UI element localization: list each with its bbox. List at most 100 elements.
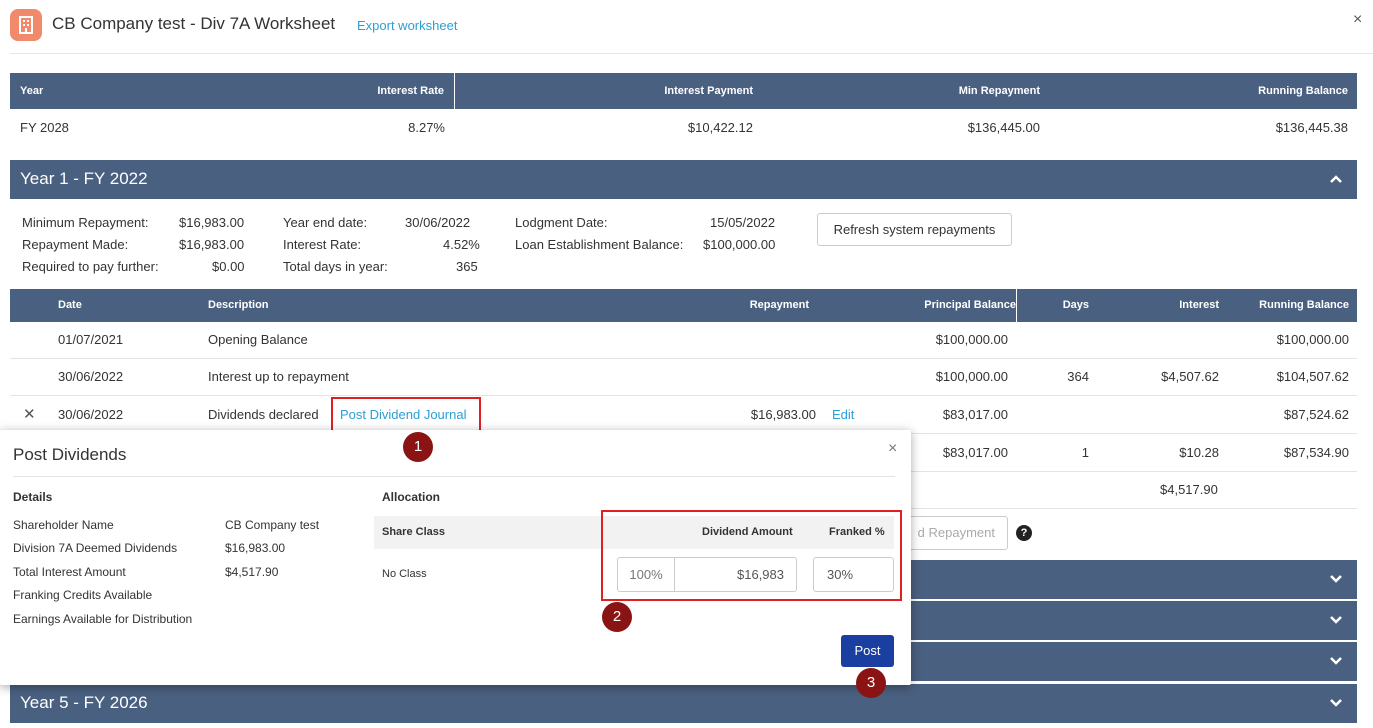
total-days-label: Total days in year: xyxy=(283,259,388,274)
cell-interest-payment: $10,422.12 xyxy=(687,120,753,135)
cell-running: $87,524.62 xyxy=(1283,407,1349,422)
detail-value: $16,983.00 xyxy=(225,541,286,555)
year-5-section-header[interactable]: Year 5 - FY 2026 xyxy=(10,684,1357,723)
chevron-up-icon[interactable] xyxy=(1329,172,1343,186)
cell-days: 364 xyxy=(1067,369,1089,384)
page-title: CB Company test - Div 7A Worksheet xyxy=(52,14,336,33)
col-running-balance: Running Balance xyxy=(1258,85,1348,97)
chevron-down-icon[interactable] xyxy=(1329,654,1343,668)
cell-min-repayment: $136,445.00 xyxy=(967,120,1040,135)
interest-rate-label: Interest Rate: xyxy=(283,237,362,252)
year-1-section-header[interactable]: Year 1 - FY 2022 xyxy=(10,160,1357,199)
export-worksheet-link[interactable]: Export worksheet xyxy=(357,18,458,33)
col-description: Description xyxy=(208,299,269,311)
dividend-amount-input[interactable]: 100% $16,983 xyxy=(617,557,797,592)
cell-description: Opening Balance xyxy=(208,332,308,347)
franked-percent-input[interactable]: 30% xyxy=(813,557,894,592)
repayment-made-value: $16,983.00 xyxy=(179,237,245,252)
cell-date: 30/06/2022 xyxy=(58,369,124,384)
cell-year: FY 2028 xyxy=(20,120,69,135)
share-class-cell: No Class xyxy=(382,568,427,580)
percent-addon: 100% xyxy=(618,558,675,591)
col-date: Date xyxy=(58,299,82,311)
column-divider xyxy=(454,73,455,109)
chevron-down-icon[interactable] xyxy=(1329,696,1343,710)
col-min-repayment: Min Repayment xyxy=(958,85,1040,97)
col-repayment: Repayment xyxy=(749,299,809,311)
table-row: ✕ 30/06/2022 Dividends declared $16,983.… xyxy=(10,396,1357,434)
cell-repayment: $16,983.00 xyxy=(750,407,816,422)
edit-link[interactable]: Edit xyxy=(832,407,855,422)
col-share-class: Share Class xyxy=(382,526,445,538)
detail-label: Franking Credits Available xyxy=(13,588,153,602)
loan-est-value: $100,000.00 xyxy=(703,237,776,252)
modal-divider xyxy=(13,476,895,477)
year-1-table-header: Date Description Repayment Principal Bal… xyxy=(10,289,1357,322)
franked-percent-value: 30% xyxy=(827,567,854,582)
table-row: FY 2028 8.27% $10,422.12 $136,445.00 $13… xyxy=(10,109,1357,145)
details-heading: Details xyxy=(13,490,53,504)
detail-label: Total Interest Amount xyxy=(13,565,126,579)
cell-running-balance: $136,445.38 xyxy=(1275,120,1348,135)
header-divider xyxy=(10,53,1373,54)
col-interest-payment: Interest Payment xyxy=(664,85,753,97)
interest-rate-value: 4.52% xyxy=(443,237,480,252)
cell-principal: $100,000.00 xyxy=(935,369,1008,384)
col-franked: Franked % xyxy=(829,526,885,538)
year-end-value: 30/06/2022 xyxy=(405,215,471,230)
total-interest: $4,517.90 xyxy=(1160,482,1218,497)
cell-principal: $83,017.00 xyxy=(942,445,1008,460)
col-days: Days xyxy=(1062,299,1089,311)
allocation-table-header xyxy=(374,516,894,549)
detail-label: Earnings Available for Distribution xyxy=(13,612,193,626)
repayment-made-label: Repayment Made: xyxy=(22,237,129,252)
post-button[interactable]: Post xyxy=(841,635,894,667)
cell-interest: $4,507.62 xyxy=(1161,369,1219,384)
cell-description: Interest up to repayment xyxy=(208,369,349,384)
dividend-amount-value: $16,983 xyxy=(737,567,784,582)
allocation-heading: Allocation xyxy=(382,490,441,504)
cell-principal: $83,017.00 xyxy=(942,407,1008,422)
section-title: Year 5 - FY 2026 xyxy=(20,693,148,712)
detail-value: CB Company test xyxy=(225,518,320,532)
row-divider xyxy=(10,358,1357,359)
chevron-down-icon[interactable] xyxy=(1329,572,1343,586)
help-icon[interactable]: ? xyxy=(1016,525,1032,541)
col-dividend-amount: Dividend Amount xyxy=(702,526,793,538)
min-repayment-label: Minimum Repayment: xyxy=(22,215,149,230)
chevron-down-icon[interactable] xyxy=(1329,613,1343,627)
col-principal-balance: Principal Balance xyxy=(924,299,1016,311)
col-running-balance: Running Balance xyxy=(1259,299,1349,311)
required-label: Required to pay further: xyxy=(22,259,159,274)
min-repayment-value: $16,983.00 xyxy=(179,215,245,230)
section-title: Year 1 - FY 2022 xyxy=(20,169,148,188)
app-icon xyxy=(10,9,42,41)
step-badge-3: 3 xyxy=(856,668,886,698)
detail-label: Shareholder Name xyxy=(13,518,114,532)
close-icon[interactable]: × xyxy=(1353,11,1363,28)
lodgment-label: Lodgment Date: xyxy=(515,215,608,230)
required-value: $0.00 xyxy=(212,259,245,274)
lodgment-value: 15/05/2022 xyxy=(710,215,776,230)
refresh-repayments-button[interactable]: Refresh system repayments xyxy=(817,213,1012,246)
building-icon xyxy=(19,16,33,34)
modal-close-icon[interactable]: × xyxy=(888,440,898,457)
cell-interest-rate: 8.27% xyxy=(408,120,445,135)
total-days-value: 365 xyxy=(456,259,478,274)
detail-value: $4,517.90 xyxy=(225,565,279,579)
delete-icon[interactable]: ✕ xyxy=(23,406,36,423)
post-dividend-journal-link[interactable]: Post Dividend Journal xyxy=(340,407,467,422)
column-divider xyxy=(1016,289,1017,322)
year-end-label: Year end date: xyxy=(283,215,368,230)
col-year: Year xyxy=(20,85,44,97)
modal-title: Post Dividends xyxy=(13,445,127,464)
cell-running: $87,534.90 xyxy=(1283,445,1349,460)
table-row: 30/06/2022 Interest up to repayment $100… xyxy=(10,359,1357,396)
post-dividends-modal: Post Dividends × Details Shareholder Nam… xyxy=(0,430,911,685)
detail-label: Division 7A Deemed Dividends xyxy=(13,541,178,555)
table-row: $83,017.00 1 $10.28 $87,534.90 xyxy=(10,434,1357,471)
cell-description: Dividends declared xyxy=(208,407,319,422)
cell-date: 30/06/2022 xyxy=(58,407,124,422)
step-badge-2: 2 xyxy=(602,602,632,632)
cell-running: $104,507.62 xyxy=(1276,369,1349,384)
